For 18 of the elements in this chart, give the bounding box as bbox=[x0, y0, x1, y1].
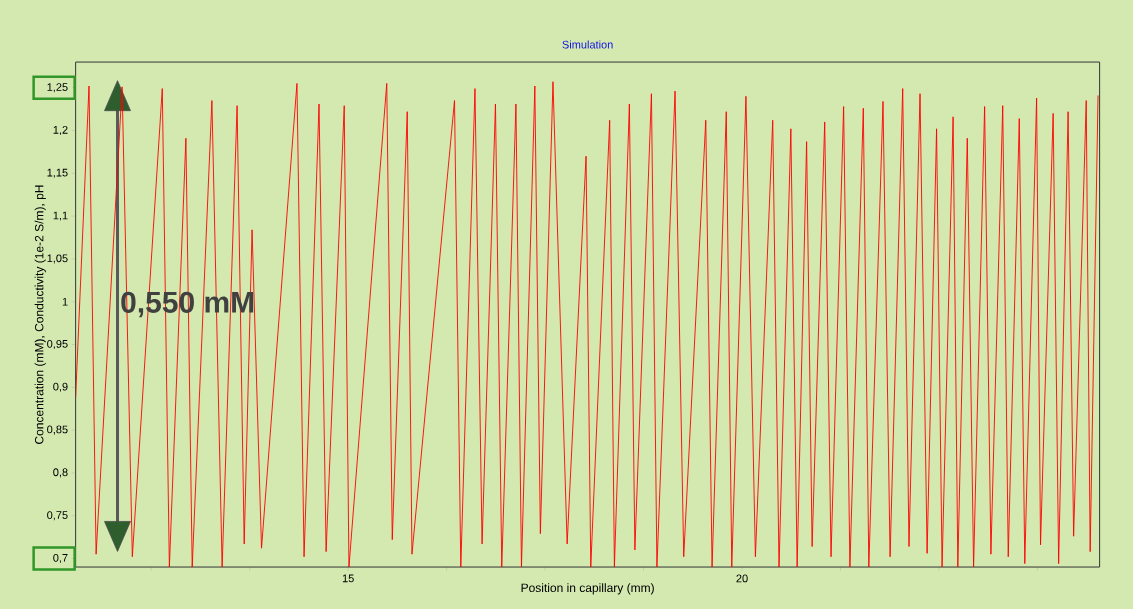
y-tick-label: 1,25 bbox=[47, 83, 68, 93]
y-tick-label: 0,9 bbox=[53, 382, 68, 392]
y-tick-label: 1,1 bbox=[53, 211, 68, 221]
x-tick-label: 15 bbox=[342, 574, 354, 583]
chart-title: Simulation bbox=[562, 40, 613, 49]
y-tick-label: 1,05 bbox=[47, 254, 68, 264]
y-tick-label: 0,75 bbox=[47, 511, 68, 521]
y-tick-label: 1,2 bbox=[53, 125, 68, 136]
y-tick-label: 0,8 bbox=[53, 468, 68, 478]
y-tick-label: 0,85 bbox=[47, 425, 68, 435]
line-series bbox=[75, 81, 1099, 568]
x-axis-title: Position in capillary (mm) bbox=[521, 583, 654, 595]
y-tick-label: 1 bbox=[62, 297, 68, 306]
y-tick-label: 1,15 bbox=[47, 168, 68, 178]
y-tick-label: 0,7 bbox=[53, 553, 68, 564]
y-tick-label: 0,95 bbox=[47, 339, 68, 350]
y-axis-title: Concentration (mM), Conductivity (1e-2 S/m), pH bbox=[34, 185, 46, 444]
x-tick-label: 20 bbox=[736, 574, 748, 583]
